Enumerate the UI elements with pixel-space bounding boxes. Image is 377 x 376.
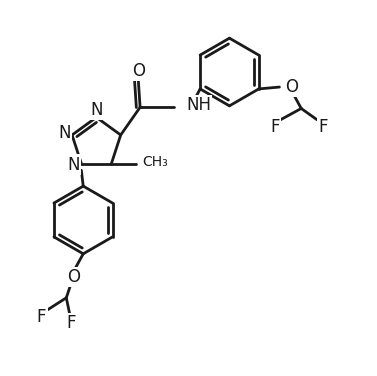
Text: O: O [285, 78, 298, 96]
Text: F: F [37, 308, 46, 326]
Text: F: F [66, 314, 75, 332]
Text: O: O [132, 62, 145, 80]
Text: CH₃: CH₃ [143, 155, 169, 169]
Text: N: N [58, 124, 71, 142]
Text: F: F [270, 118, 280, 135]
Text: O: O [67, 268, 80, 286]
Text: N: N [90, 101, 103, 119]
Text: F: F [318, 118, 327, 135]
Text: NH: NH [186, 96, 211, 114]
Text: N: N [67, 156, 80, 174]
